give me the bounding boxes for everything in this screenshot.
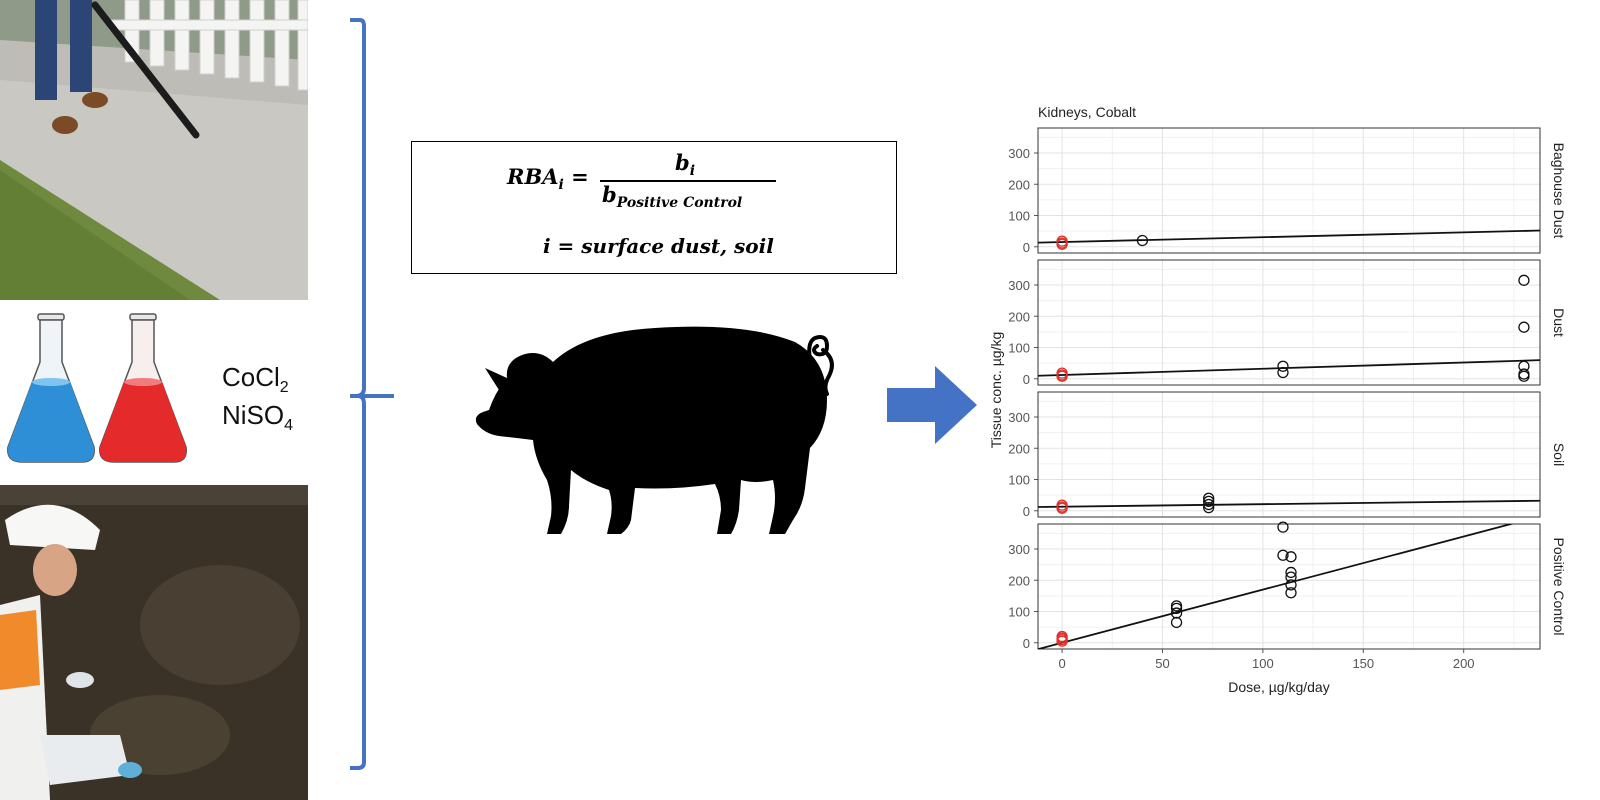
formula-denominator: bPositive Control bbox=[602, 182, 743, 212]
data-point bbox=[1518, 370, 1530, 382]
fit-line bbox=[1038, 499, 1540, 508]
data-point bbox=[1203, 495, 1215, 508]
data-point bbox=[1285, 587, 1297, 599]
data-point bbox=[1277, 549, 1289, 561]
data-point bbox=[1285, 571, 1297, 583]
data-point bbox=[1277, 360, 1289, 372]
soil-sampling-photo bbox=[0, 485, 308, 800]
formula-lhs: RBAi = bbox=[507, 164, 589, 194]
y-tick-label: 0 bbox=[1023, 372, 1030, 387]
x-tick-label: 150 bbox=[1352, 656, 1374, 671]
fit-line bbox=[1038, 359, 1540, 377]
grouping-bracket bbox=[350, 18, 394, 770]
rba-formula-box: RBAi = bi bPositive Control i = surface … bbox=[411, 141, 897, 274]
data-point bbox=[1518, 274, 1530, 286]
dust-sampling-photo bbox=[0, 0, 308, 300]
y-tick-label: 0 bbox=[1023, 636, 1030, 651]
panel-2: 0 100 200 300 Soil bbox=[1008, 391, 1567, 519]
fit-line bbox=[1038, 229, 1540, 244]
y-tick-label: 100 bbox=[1008, 341, 1030, 356]
cobalt-chloride-label: CoCl2 bbox=[222, 362, 289, 397]
panel-border bbox=[1037, 127, 1541, 254]
control-point bbox=[1056, 367, 1068, 379]
y-tick-label: 200 bbox=[1008, 177, 1030, 192]
fraction-bar bbox=[600, 180, 776, 182]
y-axis-label: Tissue conc. µg/kg bbox=[988, 332, 1004, 448]
control-point bbox=[1056, 235, 1068, 247]
data-point bbox=[1136, 234, 1149, 247]
data-point bbox=[1518, 368, 1530, 380]
y-tick-label: 100 bbox=[1008, 209, 1030, 224]
panel-border bbox=[1037, 259, 1541, 386]
x-tick-label: 0 bbox=[1058, 656, 1065, 671]
formula-index-line: i = surface dust, soil bbox=[543, 234, 774, 258]
y-tick-label: 100 bbox=[1008, 605, 1030, 620]
y-tick-label: 0 bbox=[1023, 504, 1030, 519]
y-tick-label: 200 bbox=[1008, 441, 1030, 456]
chemical-flasks bbox=[7, 313, 187, 463]
panel-label: Dust bbox=[1551, 308, 1567, 337]
fit-line bbox=[1038, 524, 1515, 649]
data-point bbox=[1170, 607, 1183, 619]
pig-silhouette-icon bbox=[475, 326, 834, 534]
panel-label: Soil bbox=[1551, 443, 1567, 466]
data-point bbox=[1518, 360, 1530, 372]
blue-flask-icon bbox=[7, 313, 95, 463]
data-point bbox=[1518, 321, 1530, 333]
red-flask-icon bbox=[99, 313, 187, 463]
y-tick-label: 300 bbox=[1008, 278, 1030, 293]
y-tick-label: 300 bbox=[1008, 410, 1030, 425]
x-tick-label: 50 bbox=[1155, 656, 1169, 671]
data-point bbox=[1277, 521, 1289, 533]
panel-border bbox=[1037, 523, 1541, 650]
x-axis: 0 50 100 150 200 bbox=[1058, 649, 1475, 671]
data-point bbox=[1285, 551, 1297, 563]
arrow-right-icon bbox=[887, 366, 977, 444]
y-tick-label: 200 bbox=[1008, 573, 1030, 588]
control-point bbox=[1056, 630, 1068, 643]
y-tick-label: 0 bbox=[1023, 240, 1030, 255]
y-tick-label: 200 bbox=[1008, 309, 1030, 324]
data-point bbox=[1285, 566, 1297, 579]
panel-1: 0 100 200 300 Dust bbox=[1008, 259, 1567, 387]
panel-label: Positive Control bbox=[1551, 537, 1567, 635]
y-tick-label: 300 bbox=[1008, 146, 1030, 161]
x-tick-label: 100 bbox=[1252, 656, 1274, 671]
data-point bbox=[1203, 498, 1215, 511]
chart-panels: 0 100 200 300 Baghouse Dust 0 100 200 300 Dust 0 10… bbox=[1008, 127, 1567, 651]
y-tick-label: 100 bbox=[1008, 473, 1030, 488]
panel-border bbox=[1037, 391, 1541, 518]
data-point bbox=[1170, 600, 1183, 612]
data-point bbox=[1285, 579, 1297, 591]
control-point bbox=[1056, 499, 1068, 511]
data-point bbox=[1277, 366, 1289, 379]
data-point bbox=[1170, 616, 1183, 629]
panel-0: 0 100 200 300 Baghouse Dust bbox=[1008, 127, 1567, 255]
x-axis-label: Dose, µg/kg/day bbox=[1228, 679, 1329, 695]
x-tick-label: 200 bbox=[1453, 656, 1475, 671]
data-point bbox=[1203, 492, 1215, 504]
y-tick-label: 300 bbox=[1008, 542, 1030, 557]
panel-label: Baghouse Dust bbox=[1551, 143, 1567, 239]
nickel-sulfate-label: NiSO4 bbox=[222, 400, 294, 435]
chart-title: Kidneys, Cobalt bbox=[1038, 104, 1136, 120]
panel-3: 0 100 200 300 Positive Control bbox=[1008, 521, 1567, 651]
formula-numerator: bi bbox=[675, 150, 696, 180]
